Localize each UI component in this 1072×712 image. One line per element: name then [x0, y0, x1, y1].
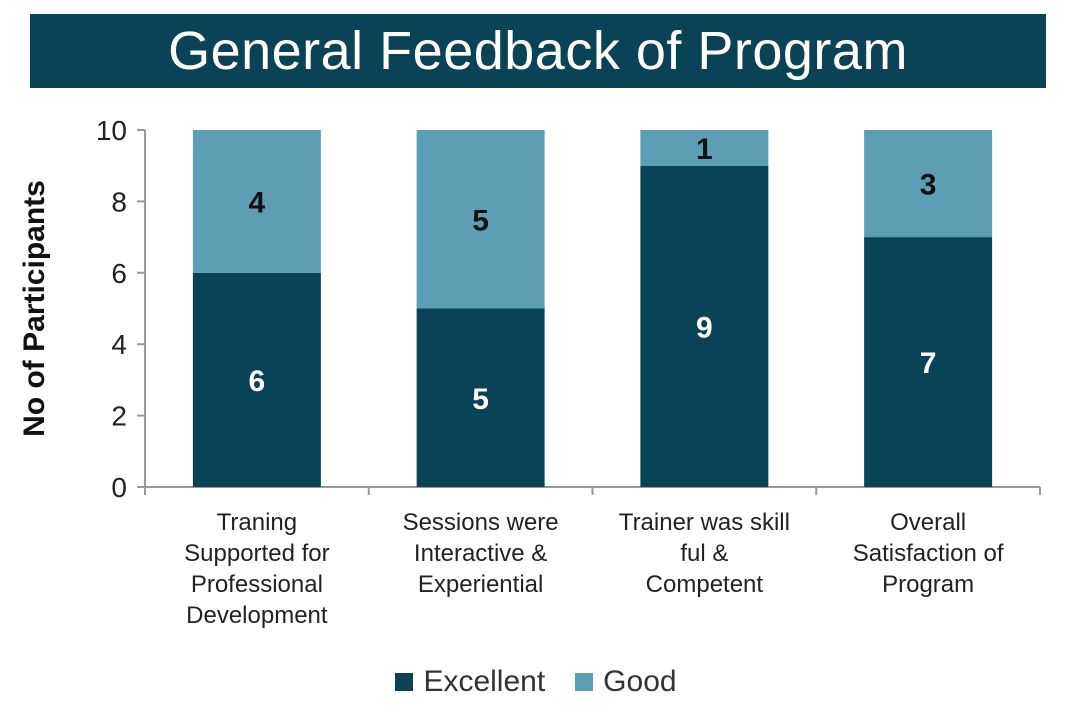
bar-good-0 — [192, 130, 321, 273]
data-label-excellent-0: 6 — [249, 365, 266, 398]
x-category-label: Trainer was skill — [619, 509, 790, 536]
chart-legend: Excellent Good — [0, 662, 1072, 702]
legend-item-good: Good — [575, 665, 677, 699]
stacked-bar-chart: 0 2 4 6 8 10 No of Participants 6 4 Traning Suppor… — [18, 115, 1041, 629]
y-tick-label: 6 — [111, 258, 127, 289]
data-label-excellent-3: 7 — [920, 347, 937, 380]
bar-good-3 — [864, 130, 993, 238]
bar-excellent-3 — [864, 237, 993, 487]
x-category-label: Satisfaction of — [853, 540, 1004, 567]
x-category-label: Sessions were — [403, 509, 559, 536]
y-tick-label: 8 — [111, 186, 127, 217]
y-axis-title: No of Participants — [18, 180, 51, 437]
data-label-good-3: 3 — [920, 169, 937, 202]
legend-swatch-excellent — [395, 673, 414, 691]
x-category-label: Overall — [890, 509, 966, 536]
bar-good-2 — [640, 130, 769, 166]
x-category-label: Interactive & — [414, 540, 547, 567]
legend-item-excellent: Excellent — [395, 665, 545, 699]
data-label-good-2: 1 — [696, 133, 713, 166]
chart-title: General Feedback of Program — [168, 21, 908, 81]
y-tick-label: 10 — [96, 115, 127, 146]
data-label-good-0: 4 — [249, 186, 266, 219]
bar-good-1 — [416, 130, 545, 309]
x-category-label: Traning — [217, 509, 297, 536]
y-tick-label: 2 — [111, 401, 127, 432]
chart-title-banner: General Feedback of Program — [30, 14, 1046, 88]
bar-excellent-1 — [416, 308, 545, 487]
legend-label-good: Good — [603, 665, 677, 698]
x-category-label: Program — [882, 571, 974, 598]
x-category-label: Experiential — [418, 571, 543, 598]
data-label-excellent-1: 5 — [472, 383, 489, 416]
x-category-label: Supported for — [184, 540, 329, 567]
legend-label-excellent: Excellent — [423, 665, 546, 698]
y-tick-label: 4 — [111, 329, 127, 360]
bar-excellent-0 — [192, 272, 321, 487]
x-category-label: ful & — [680, 540, 728, 567]
bar-excellent-2 — [640, 165, 769, 487]
data-label-good-1: 5 — [472, 204, 489, 237]
data-label-excellent-2: 9 — [696, 311, 713, 344]
legend-swatch-good — [575, 673, 594, 691]
x-category-label: Competent — [646, 571, 764, 598]
x-category-label: Professional — [191, 571, 323, 598]
y-tick-label: 0 — [111, 472, 127, 503]
x-category-label: Development — [186, 602, 328, 629]
